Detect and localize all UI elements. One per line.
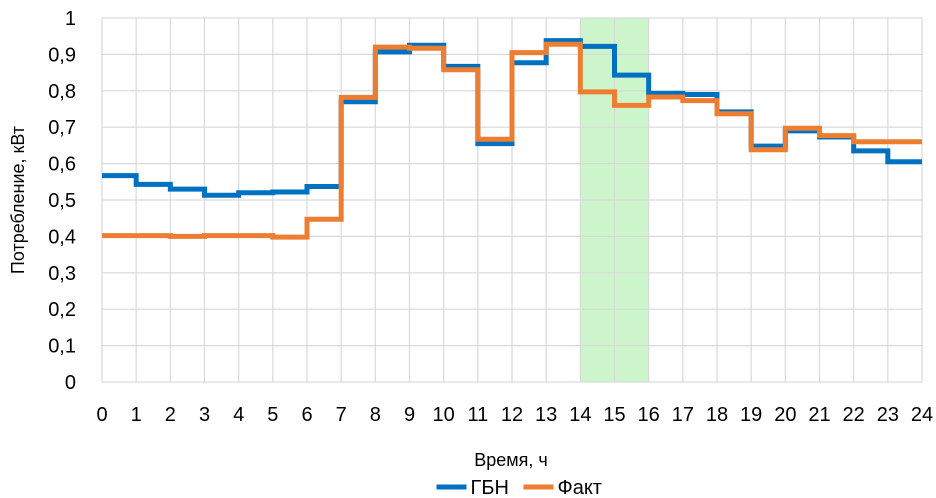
x-tick-label: 21 (808, 404, 830, 426)
x-tick-label: 16 (638, 404, 660, 426)
y-tick-label: 0,2 (48, 299, 76, 321)
y-tick-label: 1 (65, 8, 76, 30)
x-tick-labels: 0 1 2 3 4 5 6 7 8 9 10 11 12 13 14 15 16 17 18 19 20 21 22 23 24 (96, 404, 933, 426)
x-tick-label: 22 (843, 404, 865, 426)
x-tick-label: 14 (569, 404, 591, 426)
y-tick-label: 0,5 (48, 190, 76, 212)
legend: ГБН Факт (436, 477, 602, 498)
y-tick-label: 0,6 (48, 154, 76, 176)
x-tick-label: 15 (603, 404, 625, 426)
x-tick-label: 9 (404, 404, 415, 426)
y-tick-label: 0,1 (48, 336, 76, 358)
y-tick-label: 0 (65, 372, 76, 394)
x-tick-label: 17 (672, 404, 694, 426)
y-tick-label: 0,7 (48, 117, 76, 139)
series-layer (102, 38, 922, 240)
legend-label-ГБН: ГБН (471, 477, 509, 498)
x-tick-label: 7 (336, 404, 347, 426)
x-tick-label: 20 (774, 404, 796, 426)
x-tick-label: 11 (467, 404, 488, 426)
x-tick-label: 24 (911, 404, 933, 426)
y-tick-label: 0,4 (48, 226, 76, 248)
x-tick-label: 10 (433, 404, 455, 426)
y-axis-title: Потребление, кВт (8, 126, 28, 274)
legend-label-Факт: Факт (558, 477, 602, 498)
x-tick-label: 4 (233, 404, 244, 426)
y-tick-label: 0,3 (48, 263, 76, 285)
x-tick-label: 2 (165, 404, 176, 426)
y-tick-labels: 0 0,1 0,2 0,3 0,4 0,5 0,6 0,7 0,8 0,9 1 (48, 8, 76, 394)
x-tick-label: 0 (96, 404, 107, 426)
y-tick-label: 0,8 (48, 81, 76, 103)
x-tick-label: 18 (706, 404, 728, 426)
x-tick-label: 13 (535, 404, 557, 426)
x-axis-title: Время, ч (474, 450, 548, 470)
x-tick-label: 19 (740, 404, 762, 426)
x-tick-label: 5 (267, 404, 278, 426)
x-tick-label: 8 (370, 404, 381, 426)
x-tick-label: 3 (199, 404, 210, 426)
x-tick-label: 12 (501, 404, 523, 426)
x-tick-label: 1 (131, 404, 142, 426)
x-tick-label: 6 (301, 404, 312, 426)
x-tick-label: 23 (877, 404, 899, 426)
series-line-Факт (102, 41, 922, 240)
y-tick-label: 0,9 (48, 44, 76, 66)
